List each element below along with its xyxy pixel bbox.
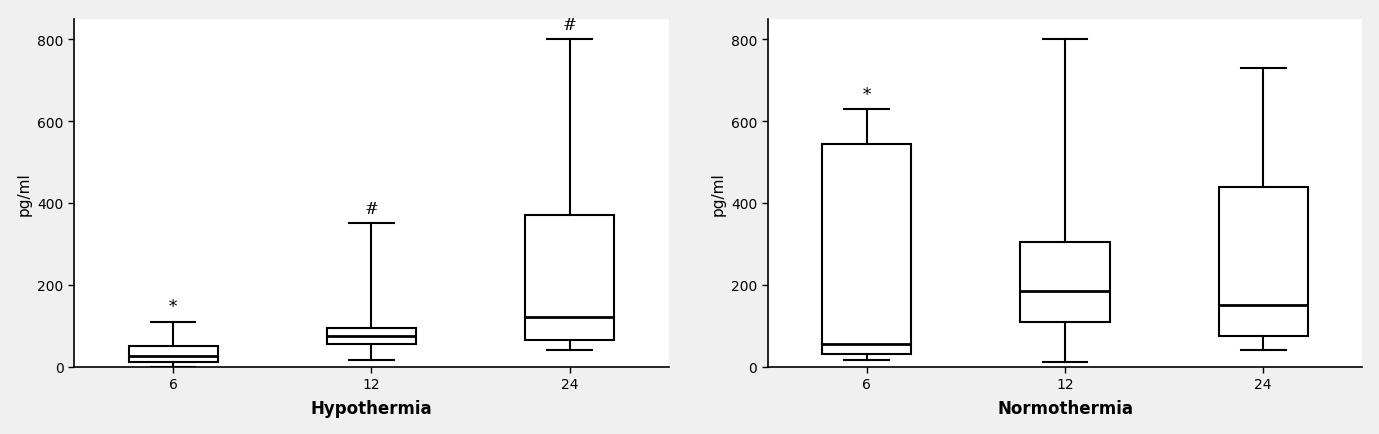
Y-axis label: pg/ml: pg/ml	[710, 171, 725, 215]
PathPatch shape	[327, 328, 416, 344]
Text: #: #	[364, 201, 378, 218]
PathPatch shape	[128, 346, 218, 363]
Text: #: #	[563, 17, 576, 34]
PathPatch shape	[525, 216, 614, 340]
PathPatch shape	[1020, 242, 1110, 322]
X-axis label: Hypothermia: Hypothermia	[310, 399, 432, 418]
Text: *: *	[170, 299, 178, 316]
X-axis label: Normothermia: Normothermia	[997, 399, 1134, 418]
PathPatch shape	[1219, 187, 1307, 336]
Text: *: *	[863, 86, 872, 103]
PathPatch shape	[822, 145, 912, 355]
Y-axis label: pg/ml: pg/ml	[17, 171, 32, 215]
